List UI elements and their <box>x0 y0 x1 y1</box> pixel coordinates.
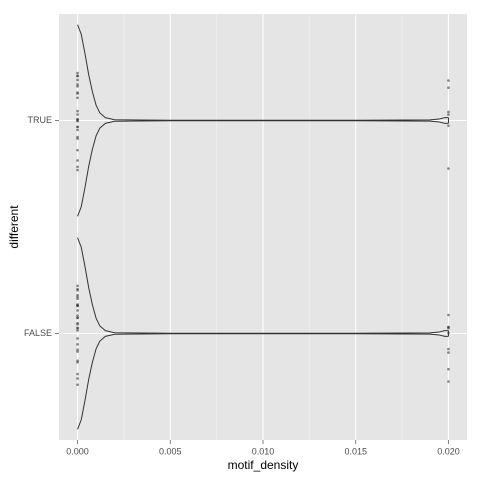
point <box>76 74 79 78</box>
violin-upper <box>77 237 449 334</box>
point <box>447 86 450 90</box>
point <box>76 165 79 169</box>
point <box>76 168 79 172</box>
point <box>76 85 79 88</box>
point <box>76 295 79 299</box>
point <box>76 78 79 82</box>
y-tick-label: FALSE <box>24 328 52 338</box>
point <box>76 117 79 121</box>
point <box>76 372 79 376</box>
point <box>76 348 79 351</box>
x-tick-label: 0.000 <box>66 446 89 456</box>
point <box>76 343 79 346</box>
point <box>76 284 79 288</box>
point <box>76 128 79 132</box>
point <box>76 91 79 94</box>
point <box>76 350 79 353</box>
point <box>76 383 79 387</box>
x-axis-title: motif_density <box>228 458 299 472</box>
point <box>76 316 79 319</box>
x-tick-label: 0.015 <box>344 446 367 456</box>
point <box>76 303 79 306</box>
point <box>76 377 79 380</box>
point <box>447 124 450 128</box>
point <box>76 137 79 140</box>
point <box>76 359 79 363</box>
x-tick-label: 0.005 <box>159 446 182 456</box>
point <box>76 288 79 292</box>
point <box>76 309 79 312</box>
point <box>447 79 450 82</box>
point <box>76 314 79 317</box>
point <box>76 159 79 162</box>
point <box>447 351 450 354</box>
point <box>76 83 79 86</box>
point <box>76 148 79 152</box>
point <box>76 71 79 75</box>
point <box>447 113 450 116</box>
point <box>447 313 450 317</box>
point <box>447 327 450 330</box>
x-tick-label: 0.010 <box>252 446 275 456</box>
violin-upper <box>77 24 449 121</box>
y-axis-title: different <box>7 205 21 249</box>
point <box>76 125 79 129</box>
point <box>76 322 79 326</box>
point <box>447 347 450 351</box>
point <box>76 293 79 297</box>
violin-lower <box>77 333 449 430</box>
point <box>76 329 79 332</box>
point <box>447 110 450 114</box>
point <box>76 96 79 100</box>
x-tick-label: 0.020 <box>437 446 460 456</box>
point <box>447 380 450 383</box>
point <box>76 109 79 113</box>
point <box>447 167 450 170</box>
violin-lower <box>77 120 449 217</box>
point <box>76 326 79 330</box>
point <box>447 367 450 371</box>
point <box>76 337 79 340</box>
point <box>76 113 79 116</box>
y-tick-label: TRUE <box>28 115 53 125</box>
